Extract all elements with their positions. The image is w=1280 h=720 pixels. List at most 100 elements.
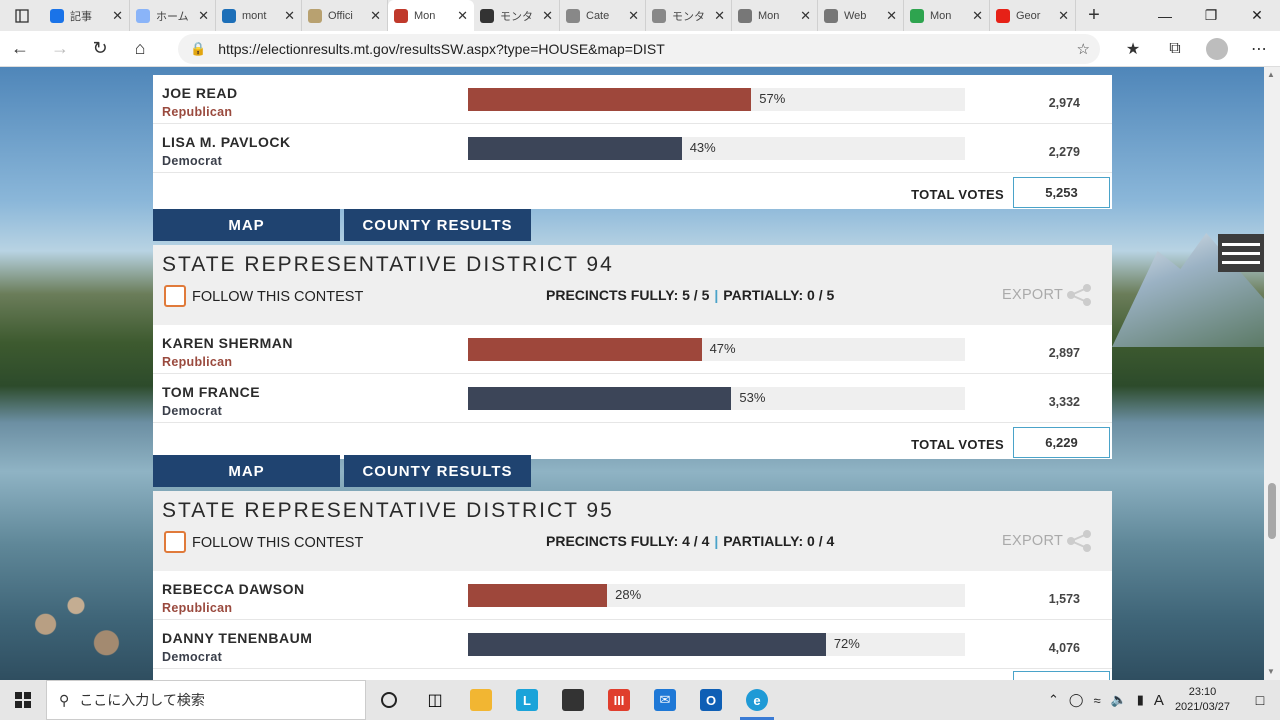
vote-bar-fill [468, 88, 752, 111]
contest-actions: MAP COUNTY RESULTS [153, 455, 535, 487]
tab-list: 記事 ✕ ホーム ✕ mont ✕ Offici ✕ Mon ✕ モンタ ✕ Cate ✕ モンタ ✕ Mon ✕… [44, 0, 1076, 31]
scroll-down-arrow-icon[interactable]: ▼ [1267, 667, 1275, 676]
browser-tab[interactable]: ホーム ✕ [130, 0, 216, 31]
clock-date: 2021/03/27 [1174, 701, 1230, 713]
close-tab-icon[interactable]: ✕ [800, 7, 811, 23]
home-button[interactable]: ⌂ [134, 38, 146, 58]
page-icon [738, 8, 752, 23]
contest-panel-district-95: STATE REPRESENTATIVE DISTRICT 95 FOLLOW … [153, 491, 1112, 680]
browser-tab[interactable]: Geor ✕ [990, 0, 1076, 31]
contest-title: STATE REPRESENTATIVE DISTRICT 95 [162, 499, 614, 522]
start-button[interactable] [0, 680, 46, 720]
hamburger-menu-button[interactable] [1218, 234, 1264, 272]
candidate-party: Republican [162, 105, 233, 119]
map-button[interactable]: MAP [153, 455, 340, 487]
follow-checkbox[interactable] [164, 531, 186, 553]
collections-button[interactable]: ⧉ [1169, 40, 1181, 57]
page-scrollbar[interactable]: ▲ ▼ [1264, 67, 1280, 680]
scroll-up-arrow-icon[interactable]: ▲ [1267, 70, 1275, 79]
browser-tab[interactable]: Offici ✕ [302, 0, 388, 31]
mail-button[interactable]: ✉ [642, 680, 688, 720]
follow-label[interactable]: FOLLOW THIS CONTEST [192, 535, 364, 551]
app-red-button[interactable]: III [596, 680, 642, 720]
store-button[interactable] [550, 680, 596, 720]
settings-menu-button[interactable]: ⋯ [1251, 41, 1267, 58]
browser-tab[interactable]: Web ✕ [818, 0, 904, 31]
county-results-button[interactable]: COUNTY RESULTS [344, 455, 531, 487]
candidate-party: Democrat [162, 650, 223, 664]
cortana-button[interactable] [366, 680, 412, 720]
file-explorer-button[interactable] [458, 680, 504, 720]
total-votes-row [153, 669, 1112, 680]
network-icon[interactable]: ≈ [1093, 692, 1101, 708]
close-tab-icon[interactable]: ✕ [542, 7, 553, 23]
browser-tab[interactable]: mont ✕ [216, 0, 302, 31]
share-icon[interactable] [1065, 283, 1093, 307]
maximize-button[interactable]: ❐ [1204, 7, 1218, 23]
close-tab-icon[interactable]: ✕ [972, 7, 983, 23]
close-tab-icon[interactable]: ✕ [112, 7, 123, 23]
close-tab-icon[interactable]: ✕ [370, 7, 381, 23]
battery-icon[interactable]: ▮ [1136, 692, 1144, 707]
export-button[interactable]: EXPORT [1002, 533, 1064, 549]
share-icon[interactable] [1065, 529, 1093, 553]
vote-bar-track [468, 387, 965, 410]
browser-tab[interactable]: モンタ ✕ [474, 0, 560, 31]
close-tab-icon[interactable]: ✕ [284, 7, 295, 23]
browser-tab[interactable]: Mon ✕ [388, 0, 474, 31]
election-check-icon [394, 8, 408, 23]
outlook-button[interactable]: O [688, 680, 734, 720]
total-votes-value [1013, 671, 1110, 680]
chevron-up-icon[interactable]: ⌃ [1047, 692, 1059, 707]
address-bar[interactable]: 🔒 https://electionresults.mt.gov/results… [178, 34, 1100, 64]
total-votes-value: 6,229 [1013, 427, 1110, 458]
vote-percent: 57% [759, 91, 786, 106]
avatar [1206, 38, 1228, 60]
browser-tab[interactable]: Cate ✕ [560, 0, 646, 31]
close-tab-icon[interactable]: ✕ [628, 7, 639, 23]
l-app-icon: L [516, 689, 538, 711]
task-view-icon: ◫ [427, 692, 443, 709]
volume-icon[interactable]: 🔈 [1110, 692, 1127, 707]
ime-indicator[interactable]: A [1153, 691, 1164, 709]
hamburger-line [1222, 260, 1260, 264]
clock[interactable]: 23:10 2021/03/27 [1175, 685, 1230, 715]
new-tab-button[interactable]: + [1088, 4, 1100, 26]
seal-icon [308, 8, 322, 23]
task-view-button[interactable]: ◫ [412, 680, 458, 720]
minimize-button[interactable]: — [1158, 7, 1172, 24]
browser-tab[interactable]: モンタ ✕ [646, 0, 732, 31]
scroll-thumb[interactable] [1268, 483, 1276, 539]
favorites-button[interactable]: ★ [1125, 41, 1141, 58]
export-button[interactable]: EXPORT [1002, 287, 1064, 303]
tab-actions-button[interactable] [0, 0, 44, 31]
notification-center-button[interactable]: □ [1240, 680, 1280, 720]
contest-panel-top: JOE READ Republican 57% 2,974 LISA M. PA… [153, 75, 1112, 209]
browser-tab[interactable]: Mon ✕ [904, 0, 990, 31]
close-tab-icon[interactable]: ✕ [1058, 7, 1069, 23]
forward-button[interactable]: → [51, 38, 69, 58]
meet-now-icon[interactable]: ◯ [1068, 692, 1084, 707]
browser-tab[interactable]: 記事 ✕ [44, 0, 130, 31]
taskbar-search-box[interactable]: ⚲ ここに入力して検索 [46, 680, 366, 720]
cortana-icon [381, 692, 397, 708]
follow-label[interactable]: FOLLOW THIS CONTEST [192, 289, 364, 305]
close-tab-icon[interactable]: ✕ [198, 7, 209, 23]
map-button[interactable]: MAP [153, 209, 340, 241]
close-tab-icon[interactable]: ✕ [886, 7, 897, 23]
county-results-button[interactable]: COUNTY RESULTS [344, 209, 531, 241]
browser-tab[interactable]: Mon ✕ [732, 0, 818, 31]
profile-button[interactable] [1196, 31, 1238, 67]
candidate-party: Republican [162, 355, 233, 369]
refresh-button[interactable]: ↻ [92, 38, 108, 58]
follow-checkbox[interactable] [164, 285, 186, 307]
back-button[interactable]: ← [11, 38, 29, 58]
edge-button[interactable]: e [734, 680, 780, 720]
vote-bar-fill [468, 584, 608, 607]
app-l-button[interactable]: L [504, 680, 550, 720]
close-window-button[interactable]: ✕ [1251, 7, 1263, 23]
add-favorite-icon[interactable]: ☆ [1076, 41, 1090, 58]
candidate-name: JOE READ [162, 85, 238, 101]
close-tab-icon[interactable]: ✕ [457, 7, 468, 23]
close-tab-icon[interactable]: ✕ [714, 7, 725, 23]
